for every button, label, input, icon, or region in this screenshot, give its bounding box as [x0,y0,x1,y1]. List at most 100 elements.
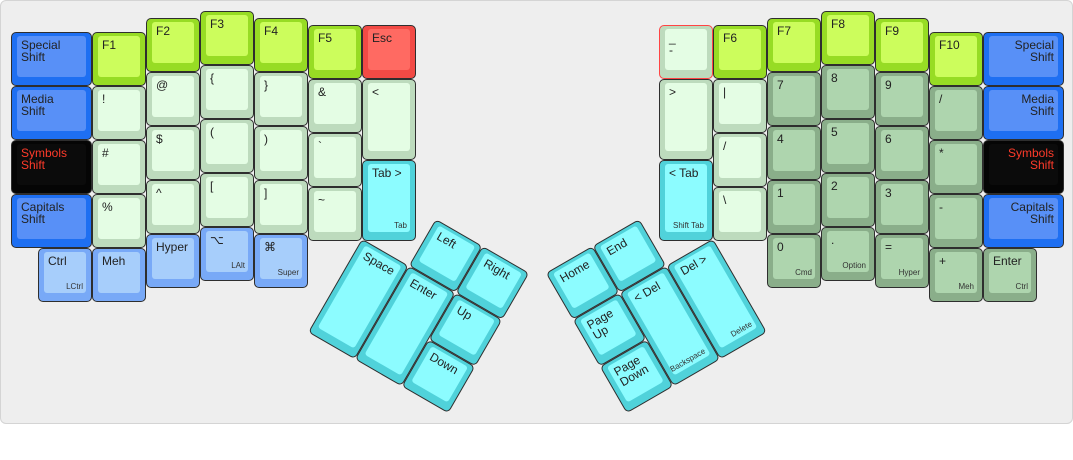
key-1[interactable]: 1 [767,180,821,234]
key-symbol[interactable]: ⌥ LAlt [200,227,254,281]
key-symbol[interactable]: ] [254,180,308,234]
keycap: < [368,83,410,151]
key-symbol[interactable]: @ [146,72,200,126]
key-symbol[interactable]: # [92,140,146,194]
keycap: Media Shift [17,90,86,131]
key-media-shift[interactable]: Media Shift [983,86,1064,140]
key-label: Down [427,349,461,378]
key-symbol[interactable]: ^ [146,180,200,234]
key-f3[interactable]: F3 [200,11,254,65]
key-5[interactable]: 5 [821,119,875,173]
key-symbol[interactable]: + Meh [929,248,983,302]
key-symbol[interactable]: ) [254,126,308,180]
keycap: - [935,198,977,239]
key-8[interactable]: 8 [821,65,875,119]
key-symbol[interactable]: & [308,79,362,133]
key-tab[interactable]: < Tab Shift Tab [659,160,713,241]
key-symbol[interactable]: % [92,194,146,248]
key-f4[interactable]: F4 [254,18,308,72]
keycap: ` [314,137,356,178]
key-symbol[interactable]: _ - [659,25,713,79]
keycap: F6 [719,29,761,70]
key-label: | [723,85,727,99]
key-9[interactable]: 9 [875,72,929,126]
key-0[interactable]: 0 Cmd [767,234,821,288]
key-enter[interactable]: Enter Ctrl [983,248,1037,302]
key-label: 1 [777,186,784,200]
key-4[interactable]: 4 [767,126,821,180]
key-label: * [939,146,944,160]
keycap: ⌥ LAlt [206,231,248,272]
key-f9[interactable]: F9 [875,18,929,72]
key-label: F3 [210,17,225,31]
key-symbol[interactable]: < [362,79,416,160]
key-label: 5 [831,125,838,139]
key-symbol[interactable]: / [713,133,767,187]
keycap: / [719,137,761,178]
key-symbol[interactable]: > [659,79,713,160]
key-symbol[interactable]: . Option [821,227,875,281]
keyboard-layout: Special Shift Media Shift Symbols Shift Cap… [0,0,1073,424]
key-f7[interactable]: F7 [767,18,821,72]
key-symbol[interactable]: / [929,86,983,140]
key-label: 3 [885,186,892,200]
key-label: Enter [993,254,1022,268]
key-label: Hyper [156,240,189,254]
key-capitals-shift[interactable]: Capitals Shift [983,194,1064,248]
key-symbol[interactable]: { [200,65,254,119]
keycap: Special Shift [17,36,86,77]
keycap: F2 [152,22,194,63]
key-symbol[interactable]: \ [713,187,767,241]
key-label: Space [360,248,398,279]
key-meh[interactable]: Meh [92,248,146,302]
key-label: End [604,235,630,259]
key-3[interactable]: 3 [875,180,929,234]
key-symbol[interactable]: } [254,72,308,126]
key-capitals-shift[interactable]: Capitals Shift [11,194,92,248]
key-symbol[interactable]: ! [92,86,146,140]
key-media-shift[interactable]: Media Shift [11,86,92,140]
keycap: Meh [98,252,140,293]
key-label: Media Shift [21,92,54,118]
key-symbol[interactable]: * [929,140,983,194]
key-symbols-shift[interactable]: Symbols Shift [11,140,92,194]
key-label: Capitals Shift [21,200,65,226]
key-label: & [318,85,327,99]
keycap: # [98,144,140,185]
key-sublabel: LAlt [231,261,245,270]
key-label: 2 [831,179,838,193]
key-symbol[interactable]: [ [200,173,254,227]
key-f1[interactable]: F1 [92,32,146,86]
key-f8[interactable]: F8 [821,11,875,65]
key-symbol[interactable]: ~ [308,187,362,241]
key-symbol[interactable]: - [929,194,983,248]
key-label: F5 [318,31,333,45]
key-tab[interactable]: Tab > Tab [362,160,416,241]
key-label: ! [102,92,106,106]
keycap: ~ [314,191,356,232]
key-ctrl[interactable]: Ctrl LCtrl [38,248,92,302]
key-7[interactable]: 7 [767,72,821,126]
key-symbol[interactable]: = Hyper [875,234,929,288]
key-hyper[interactable]: Hyper [146,234,200,288]
key-symbol[interactable]: ` [308,133,362,187]
keycap: 3 [881,184,923,225]
key-label: ` [318,139,322,153]
key-esc[interactable]: Esc [362,25,416,79]
key-symbol[interactable]: ( [200,119,254,173]
key-6[interactable]: 6 [875,126,929,180]
key-special-shift[interactable]: Special Shift [983,32,1064,86]
key-2[interactable]: 2 [821,173,875,227]
key-symbols-shift[interactable]: Symbols Shift [983,140,1064,194]
key-label: Symbols Shift [21,146,68,172]
key-f2[interactable]: F2 [146,18,200,72]
key-special-shift[interactable]: Special Shift [11,32,92,86]
key-f5[interactable]: F5 [308,25,362,79]
key-sublabel: Super [277,268,299,277]
key-symbol[interactable]: | [713,79,767,133]
key-f10[interactable]: F10 [929,32,983,86]
key-symbol[interactable]: $ [146,126,200,180]
keycap: 0 Cmd [773,238,815,279]
key-symbol[interactable]: ⌘ Super [254,234,308,288]
key-f6[interactable]: F6 [713,25,767,79]
